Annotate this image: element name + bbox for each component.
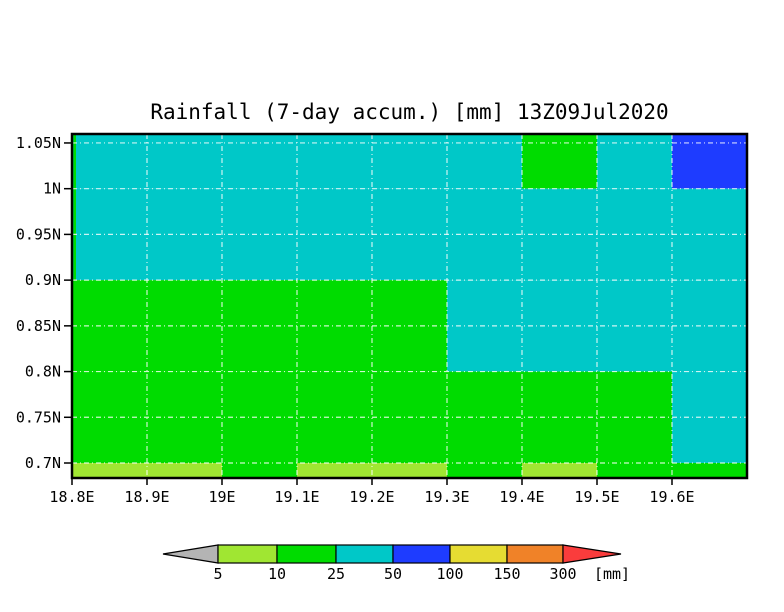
x-axis-tick-label: 19.4E [499, 488, 544, 506]
heatmap-cell [222, 134, 297, 189]
x-axis-tick-label: 18.9E [124, 488, 169, 506]
y-axis-tick-label: 1.05N [16, 134, 61, 152]
colorbar-tick-label: 10 [268, 565, 286, 583]
y-axis-tick-label: 0.7N [25, 454, 61, 472]
colorbar-segment [335, 544, 394, 564]
colorbar-tick-label: 25 [327, 565, 345, 583]
heatmap-cell [222, 371, 297, 464]
colorbar-tick-label: 5 [213, 565, 222, 583]
colorbar-segment [276, 544, 337, 564]
colorbar-unit-label: [mm] [594, 565, 630, 583]
heatmap-cell [447, 463, 522, 478]
plot-frame [70, 132, 749, 480]
heatmap-cell [522, 280, 597, 372]
chart-title: Rainfall (7-day accum.) [mm] 13Z09Jul202… [150, 100, 669, 124]
heatmap-cell [72, 463, 147, 478]
heatmap-cell [372, 463, 447, 478]
x-axis-tick-label: 19.3E [424, 488, 469, 506]
heatmap-cell [522, 188, 597, 281]
heatmap-cell [222, 463, 297, 478]
heatmap-cell [222, 280, 297, 372]
colorbar-segment [392, 544, 451, 564]
x-axis-tick-label: 19.6E [649, 488, 694, 506]
y-axis-tick-label: 0.9N [25, 271, 61, 289]
left-edge-sliver [73, 135, 76, 281]
heatmap-cell [597, 134, 672, 189]
colorbar-segment [506, 544, 564, 564]
heatmap-cell [672, 463, 747, 478]
heatmap-cell [597, 188, 672, 281]
y-axis-tick-label: 1N [43, 180, 61, 198]
heatmap-cell [672, 134, 747, 189]
heatmap-cell [522, 463, 597, 478]
colorbar-tick-label: 150 [493, 565, 520, 583]
colorbar-arrow-min [162, 544, 219, 564]
x-axis-tick-label: 19E [208, 488, 235, 506]
heatmap-cell [447, 134, 522, 189]
heatmap-cell [297, 371, 372, 464]
x-axis-tick-label: 19.2E [349, 488, 394, 506]
heatmap-cell [297, 463, 372, 478]
heatmap-cell [522, 134, 597, 189]
colorbar-segment [217, 544, 278, 564]
x-axis-tick-label: 19.1E [274, 488, 319, 506]
heatmap-cell [372, 134, 447, 189]
colorbar-tick-label: 50 [384, 565, 402, 583]
heatmap-cell [597, 463, 672, 478]
y-axis-tick-label: 0.8N [25, 363, 61, 381]
heatmap-cell [597, 371, 672, 464]
colorbar-arrow-max [562, 544, 622, 564]
heatmap-cell [297, 280, 372, 372]
y-axis-tick-label: 0.85N [16, 317, 61, 335]
x-axis-tick-label: 19.5E [574, 488, 619, 506]
colorbar-segment [449, 544, 508, 564]
heatmap-cell [222, 188, 297, 281]
heatmap-cell [297, 134, 372, 189]
heatmap-cell [147, 463, 222, 478]
colorbar-tick-label: 300 [549, 565, 576, 583]
heatmap-cell [522, 371, 597, 464]
x-axis-tick-label: 18.8E [49, 488, 94, 506]
y-axis-tick-label: 0.75N [16, 408, 61, 426]
heatmap-cell [72, 134, 147, 189]
heatmap-cell [147, 134, 222, 189]
y-axis-tick-label: 0.95N [16, 225, 61, 243]
colorbar-tick-label: 100 [436, 565, 463, 583]
heatmap-cell [597, 280, 672, 372]
heatmap-cell [297, 188, 372, 281]
